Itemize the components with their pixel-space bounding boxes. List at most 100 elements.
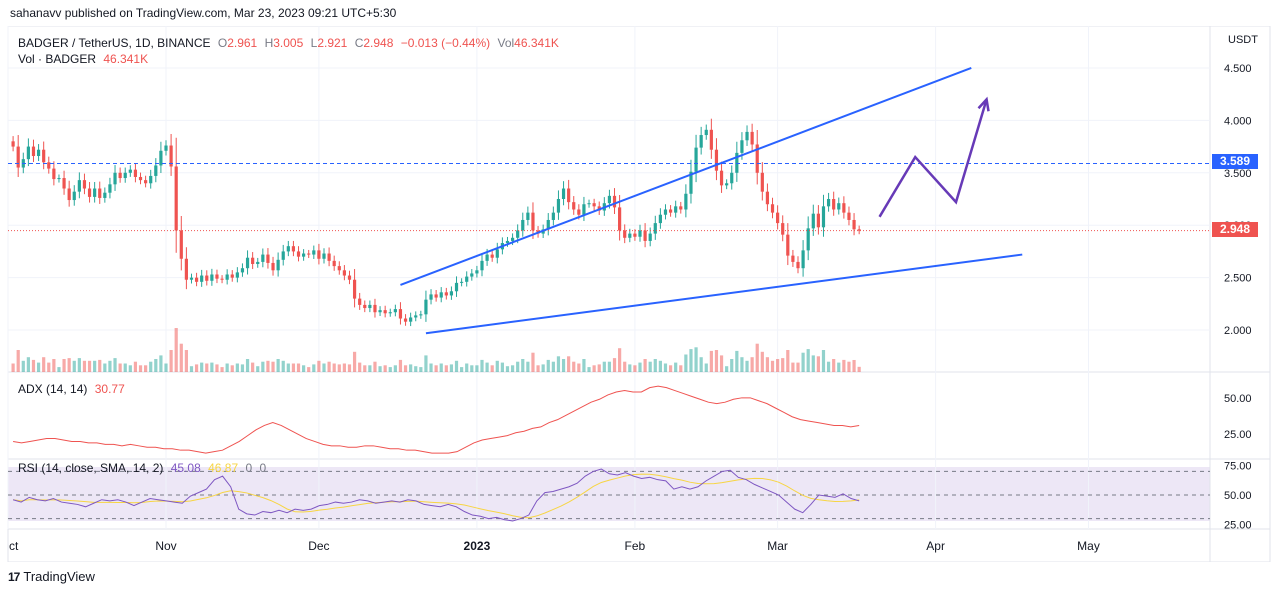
volume-bar [735,350,739,372]
adx-tick-label: 50.00 [1224,393,1252,405]
candle-body [16,146,20,168]
candle-body [582,204,586,215]
rsi-legend[interactable]: RSI (14, close, SMA, 14, 2) 45.08 46.87 … [18,461,270,475]
volume-bar [398,359,403,372]
candle-body [312,250,316,255]
tradingview-brand[interactable]: TradingView [23,569,95,584]
candle-body [816,213,820,228]
candle-body [276,259,280,271]
volume-bar [755,343,759,372]
volume-series-name[interactable]: Vol · BADGER [18,52,97,66]
volume-bar [388,367,392,372]
time-tick-label: Nov [155,539,176,553]
candle-body [307,253,311,255]
volume-bar [628,364,632,372]
volume-bar [368,365,372,372]
candle-body [409,317,413,322]
volume-bar [11,363,15,372]
adx-label[interactable]: ADX (14, 14) [18,382,88,396]
volume-bar [658,360,662,372]
volume-bar [776,359,780,372]
volume-bar [786,350,790,372]
candle-body [648,233,652,241]
volume-bar [444,365,448,372]
volume-bars [11,328,861,372]
price-chart-svg[interactable]: 4.5004.0003.5003.0002.5002.000ctNovDec20… [0,25,1280,563]
volume-bar [403,365,408,372]
volume-bar [251,362,255,372]
candle-body [230,274,234,278]
candle-body [719,170,724,186]
candle-body [169,145,173,167]
candle-body [72,191,76,201]
volume-bar [271,361,275,372]
candle-body [358,298,362,305]
candle-body [103,192,107,198]
candle-body [235,272,239,278]
volume-bar [521,359,525,372]
candle-body [653,223,657,234]
adx-pane [13,385,860,454]
volume-bar [87,360,92,372]
rsi-label[interactable]: RSI (14, close, SMA, 14, 2) [18,461,164,475]
volume-bar [393,365,397,372]
candle-body [847,212,851,220]
volume-bar [332,363,336,372]
volume-bar [327,361,331,372]
volume-bar [516,361,520,372]
volume-bar [409,364,413,372]
candle-body [505,240,510,244]
open-label: O [217,36,228,50]
chart-area[interactable]: 4.5004.0003.5003.0002.5002.000ctNovDec20… [0,25,1280,563]
candle-body [781,223,785,235]
tradingview-footer[interactable]: 17 TradingView [8,569,95,584]
candle-body [842,203,846,213]
rsi-tick-label: 50.00 [1224,490,1252,502]
candle-body [786,234,790,256]
candle-body [454,282,459,292]
volume-bar [561,359,566,372]
volume-bar [179,343,183,372]
grid [7,26,1210,529]
volume-bar [21,360,25,372]
volume-bar [383,365,387,372]
volume-bar [638,362,642,372]
volume-bar [98,359,102,372]
candle-body [154,165,158,176]
candle-body [52,168,56,180]
candle-body [194,277,199,282]
volume-bar [699,357,703,372]
volume-bar [352,351,357,372]
volume-bar [531,352,535,372]
volume-bar [684,354,688,372]
price-tick-label: 2.500 [1224,273,1252,285]
adx-legend[interactable]: ADX (14, 14) 30.77 [18,382,129,396]
candle-body [832,199,836,210]
volume-bar [230,365,234,372]
candle-body [638,230,642,237]
candle-body [760,172,764,192]
candle-body [36,149,41,157]
volume-bar [434,365,438,372]
candle-body [98,188,102,198]
candle-body [363,304,367,309]
volume-bar [765,357,770,372]
candle-body [393,309,397,313]
tradingview-logo-icon: 17 [8,569,20,584]
candle-body [87,188,92,197]
volume-legend[interactable]: Vol · BADGER 46.341K [18,52,152,66]
candle-body [342,270,346,276]
rsi-tick-label: 25.00 [1224,519,1252,531]
candle-body [251,257,255,265]
candle-body [470,273,474,277]
volume-series-value: 46.341K [103,52,149,66]
symbol-name[interactable]: BADGER / TetherUS, 1D, BINANCE [18,36,211,50]
rsi-ma-value: 46.87 [208,461,239,475]
time-tick-label: May [1077,539,1100,553]
symbol-legend[interactable]: BADGER / TetherUS, 1D, BINANCE O2.961 H3… [18,36,563,50]
candle-body [587,203,591,205]
volume-bar [128,365,132,372]
volume-bar [791,362,795,372]
volume-bar [266,360,270,372]
adx-tick-label: 25.00 [1224,429,1252,441]
